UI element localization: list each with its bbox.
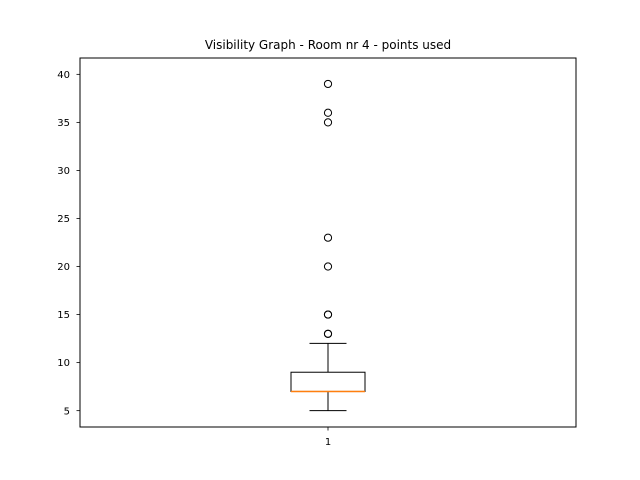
y-tick-label: 35	[57, 118, 70, 129]
x-tick-label: 1	[325, 437, 331, 448]
y-tick-label: 15	[57, 310, 70, 321]
y-tick-label: 5	[64, 406, 70, 417]
plot-area	[290, 79, 366, 412]
outlier-point	[323, 108, 333, 117]
y-tick-label: 10	[57, 358, 70, 369]
outlier-point	[323, 79, 333, 89]
y-tick-label: 40	[57, 70, 70, 81]
box-iqr	[290, 371, 366, 392]
x-axis: 1	[325, 427, 331, 448]
outlier-point	[323, 233, 333, 242]
axes-frame	[79, 57, 577, 428]
chart-title: Visibility Graph - Room nr 4 - points us…	[205, 38, 451, 52]
outlier-point	[323, 262, 333, 271]
outlier-point	[323, 329, 333, 338]
y-tick-label: 20	[57, 262, 70, 273]
y-tick-label: 30	[57, 166, 70, 177]
y-tick-label: 25	[57, 214, 70, 225]
y-axis: 5 10 15 20 25 30 35 40	[57, 70, 80, 417]
outlier-point	[323, 310, 333, 319]
outlier-point	[323, 118, 333, 127]
